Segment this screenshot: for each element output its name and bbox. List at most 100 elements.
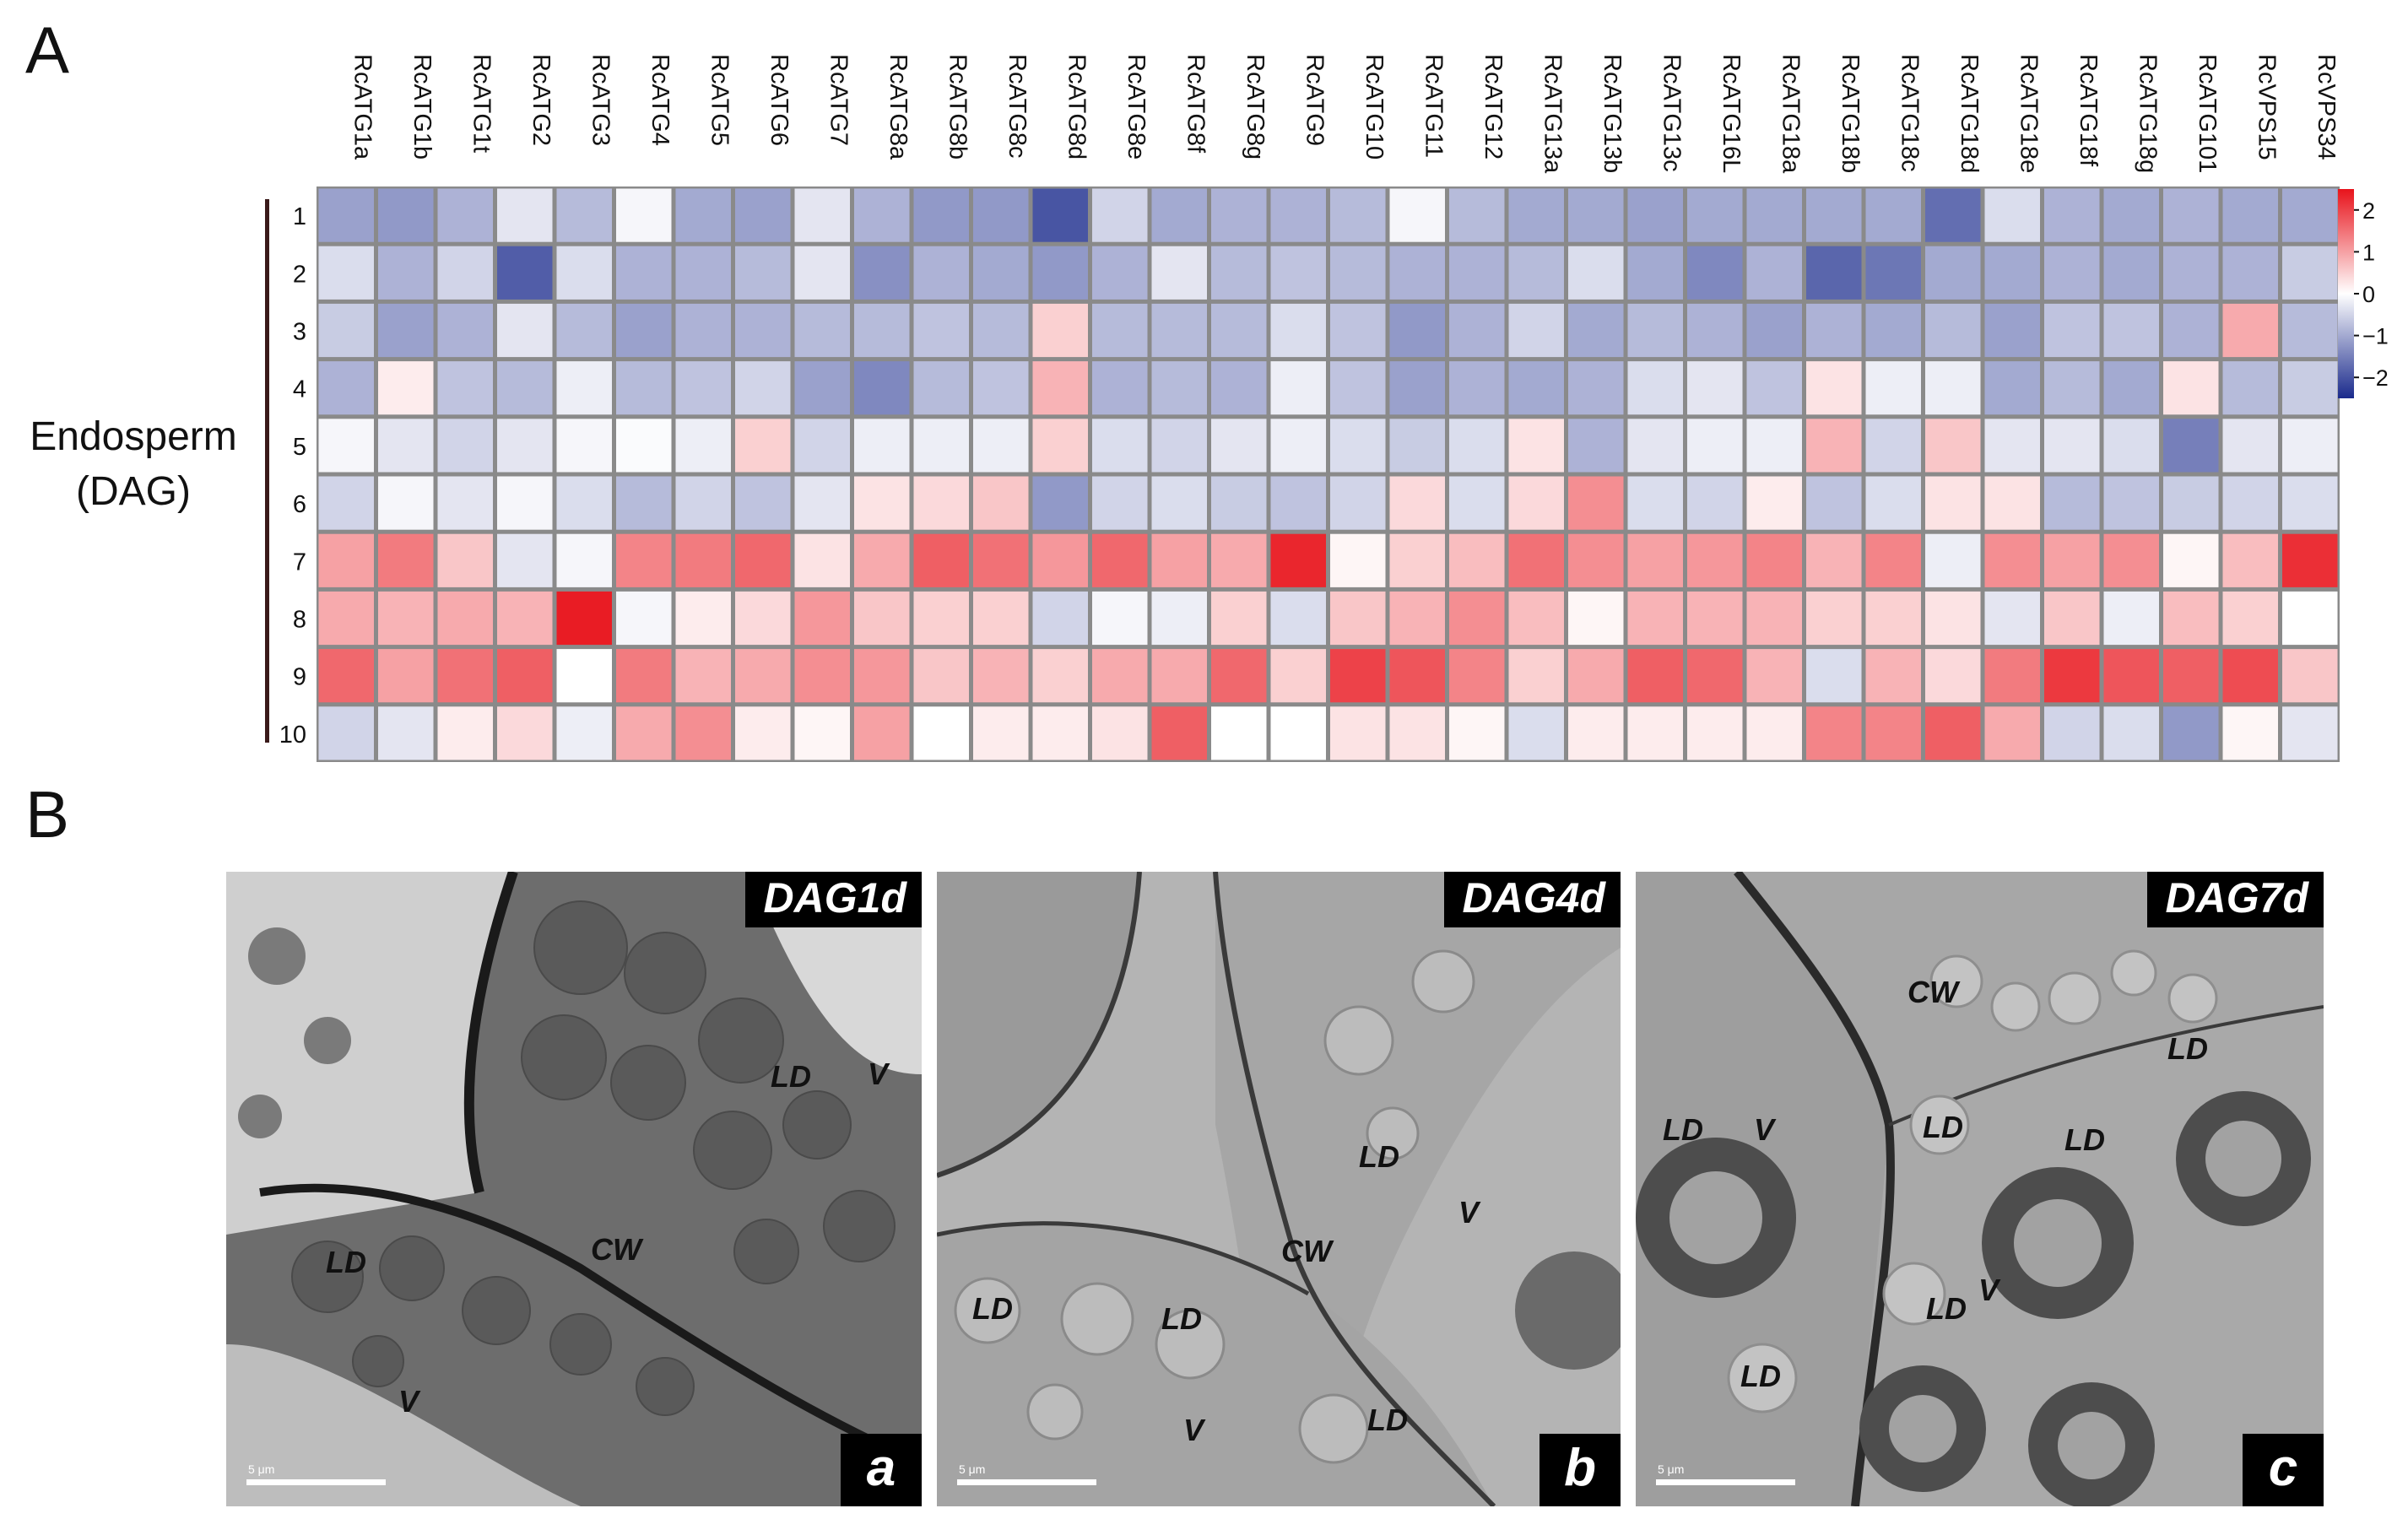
- heatmap-cell: [2282, 591, 2338, 646]
- heatmap-cell: [1389, 533, 1445, 587]
- heatmap-cell: [735, 476, 791, 530]
- heatmap-cell: [1032, 361, 1088, 415]
- heatmap-cell: [735, 188, 791, 242]
- heatmap-cell: [616, 591, 672, 646]
- column-label: RcATG18c: [1896, 54, 1923, 172]
- heatmap-cell: [2222, 706, 2278, 760]
- heatmap-cell: [1092, 706, 1148, 760]
- heatmap-cell: [1389, 591, 1445, 646]
- colorbar-tick-label: 2: [2362, 198, 2375, 224]
- heatmap-cell: [854, 706, 910, 760]
- heatmap-cell: [675, 591, 731, 646]
- heatmap-cell: [2282, 188, 2338, 242]
- heatmap-cell: [1865, 361, 1921, 415]
- heatmap-cell: [378, 533, 434, 587]
- heatmap-cell: [1865, 591, 1921, 646]
- column-label: RcATG1t: [468, 54, 495, 153]
- heatmap-cell: [318, 246, 374, 300]
- heatmap-cell: [973, 533, 1029, 587]
- heatmap-cell: [2103, 591, 2159, 646]
- heatmap-cell: [1687, 476, 1743, 530]
- scale-bar: [1656, 1479, 1795, 1485]
- row-label: 4: [293, 376, 306, 403]
- heatmap-cell: [1151, 706, 1207, 760]
- heatmap-cell: [2282, 533, 2338, 587]
- heatmap-cell: [1568, 533, 1624, 587]
- heatmap-cell: [2222, 246, 2278, 300]
- heatmap-cell: [616, 649, 672, 703]
- heatmap-cell: [854, 591, 910, 646]
- heatmap-cell: [675, 533, 731, 587]
- heatmap-cell: [2163, 419, 2219, 473]
- scale-label: 5 μm: [959, 1462, 986, 1476]
- heatmap-cell: [1627, 649, 1683, 703]
- row-label: 3: [293, 319, 306, 346]
- heatmap-cell: [1092, 649, 1148, 703]
- label-v: V: [1754, 1112, 1775, 1147]
- heatmap-cell: [2163, 649, 2219, 703]
- heatmap-cell: [1806, 591, 1862, 646]
- heatmap-cell: [1449, 649, 1505, 703]
- heatmap-cell: [735, 361, 791, 415]
- heatmap-cell: [2282, 303, 2338, 358]
- heatmap-cell: [1865, 476, 1921, 530]
- heatmap-cell: [1568, 361, 1624, 415]
- column-label: RcATG3: [587, 54, 614, 146]
- heatmap-cell: [1270, 591, 1326, 646]
- heatmap-cell: [1092, 533, 1148, 587]
- heatmap-cell: [1151, 419, 1207, 473]
- column-label: RcATG8a: [885, 54, 912, 160]
- tem-title: DAG1d: [744, 872, 922, 927]
- heatmap-cell: [1627, 303, 1683, 358]
- panel-b-label: B: [25, 777, 70, 851]
- heatmap-cell: [1806, 533, 1862, 587]
- heatmap-cell: [2282, 649, 2338, 703]
- heatmap-cell: [2044, 706, 2100, 760]
- heatmap-cell: [1865, 706, 1921, 760]
- heatmap-cell: [1449, 361, 1505, 415]
- scale-bar: [957, 1479, 1096, 1485]
- heatmap-cell: [1568, 188, 1624, 242]
- heatmap-cell: [1984, 303, 2040, 358]
- heatmap-cell: [556, 533, 612, 587]
- heatmap-cell: [1627, 419, 1683, 473]
- heatmap-cell: [1508, 361, 1564, 415]
- heatmap-cell: [556, 476, 612, 530]
- heatmap-cell: [1092, 419, 1148, 473]
- heatmap-cell: [1032, 188, 1088, 242]
- heatmap-cell: [2222, 533, 2278, 587]
- column-label: RcATG8g: [1242, 54, 1269, 159]
- heatmap-cell: [1865, 419, 1921, 473]
- heatmap-cell: [1568, 476, 1624, 530]
- label-ld: LD: [2167, 1031, 2208, 1066]
- label-v: V: [1458, 1195, 1480, 1230]
- tem-letter: a: [841, 1434, 922, 1506]
- heatmap-cell: [1330, 188, 1386, 242]
- heatmap-cell: [2044, 361, 2100, 415]
- heatmap-cell: [2044, 476, 2100, 530]
- heatmap-cell: [1806, 419, 1862, 473]
- label-v: V: [868, 1057, 889, 1091]
- tem-image-dag1d: DAG1d a LD V CW LD V 5 μm: [226, 872, 922, 1506]
- heatmap-cell: [378, 188, 434, 242]
- heatmap-cell: [2163, 533, 2219, 587]
- heatmap-cell: [1092, 476, 1148, 530]
- heatmap-cell: [1568, 419, 1624, 473]
- heatmap-cell: [318, 649, 374, 703]
- heatmap-cell: [1568, 303, 1624, 358]
- heatmap-cell: [318, 533, 374, 587]
- heatmap-cell: [1092, 361, 1148, 415]
- heatmap-cell: [1568, 649, 1624, 703]
- heatmap-cell: [1865, 533, 1921, 587]
- heatmap-cell: [1984, 591, 2040, 646]
- heatmap-cell: [1330, 706, 1386, 760]
- scale-label: 5 μm: [1658, 1462, 1685, 1476]
- column-label: RcATG1a: [349, 54, 376, 160]
- heatmap-cell: [854, 246, 910, 300]
- heatmap-cell: [675, 706, 731, 760]
- heatmap-cell: [1865, 649, 1921, 703]
- heatmap-cell: [1687, 246, 1743, 300]
- heatmap-cell: [1984, 476, 2040, 530]
- heatmap-cell: [497, 361, 553, 415]
- heatmap-cell: [1627, 361, 1683, 415]
